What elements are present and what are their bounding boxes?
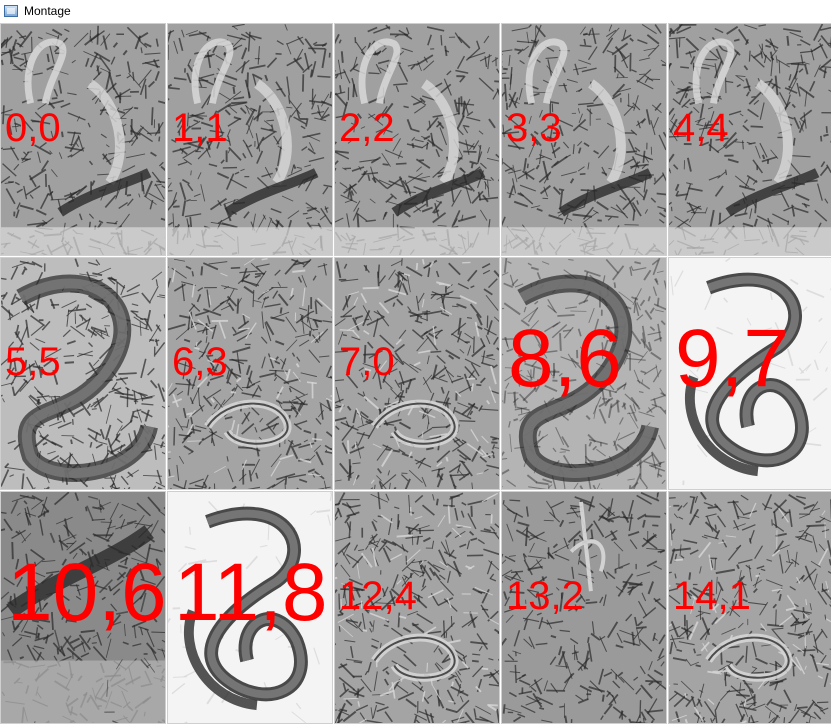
tile-image — [1, 492, 165, 723]
montage-tile: 3,3 — [501, 23, 667, 256]
tile-label: 7,0 — [339, 340, 395, 384]
tile-image — [335, 492, 499, 723]
tile-label: 14,1 — [673, 574, 751, 618]
montage-tile: 13,2 — [501, 491, 667, 724]
tile-label: 11,8 — [174, 547, 328, 638]
tile-label: 9,7 — [675, 313, 789, 404]
tile-label: 8,6 — [508, 313, 622, 404]
tile-label: 5,5 — [5, 340, 61, 384]
montage-tile: 14,1 — [668, 491, 831, 724]
tile-image — [502, 258, 666, 489]
tile-label: 1,1 — [172, 106, 228, 150]
montage-tile: 11,8 — [167, 491, 333, 724]
tile-label: 0,0 — [5, 106, 61, 150]
montage-tile: 7,0 — [334, 257, 500, 490]
tile-image — [1, 258, 165, 489]
montage-tile: 8,6 — [501, 257, 667, 490]
tile-image — [168, 258, 332, 489]
tile-image — [502, 24, 666, 255]
window-title: Montage — [24, 4, 71, 18]
tile-image — [168, 24, 332, 255]
app-window-icon — [4, 5, 18, 17]
tile-image — [335, 258, 499, 489]
tile-image — [669, 492, 831, 723]
montage-tile: 6,3 — [167, 257, 333, 490]
tile-label: 12,4 — [339, 574, 417, 618]
montage-tile: 9,7 — [668, 257, 831, 490]
tile-label: 4,4 — [673, 106, 729, 150]
tile-label: 3,3 — [506, 106, 562, 150]
tile-image — [335, 24, 499, 255]
montage-tile: 5,5 — [0, 257, 166, 490]
montage-tile: 2,2 — [334, 23, 500, 256]
tile-image — [168, 492, 332, 723]
tile-image — [1, 24, 165, 255]
tile-label: 10,6 — [7, 547, 166, 638]
montage-tile: 0,0 — [0, 23, 166, 256]
tile-image — [669, 258, 831, 489]
tile-label: 13,2 — [506, 574, 584, 618]
tile-image — [669, 24, 831, 255]
montage-grid: 0,0 1,1 2,2 3,3 4,4 5,5 6,3 7,0 8,6 9,7 10,6 11,8 12… — [0, 23, 831, 724]
tile-image — [502, 492, 666, 723]
tile-label: 2,2 — [339, 106, 395, 150]
window-titlebar[interactable]: Montage — [0, 0, 831, 22]
montage-tile: 10,6 — [0, 491, 166, 724]
montage-tile: 1,1 — [167, 23, 333, 256]
tile-label: 6,3 — [172, 340, 228, 384]
montage-tile: 12,4 — [334, 491, 500, 724]
montage-tile: 4,4 — [668, 23, 831, 256]
